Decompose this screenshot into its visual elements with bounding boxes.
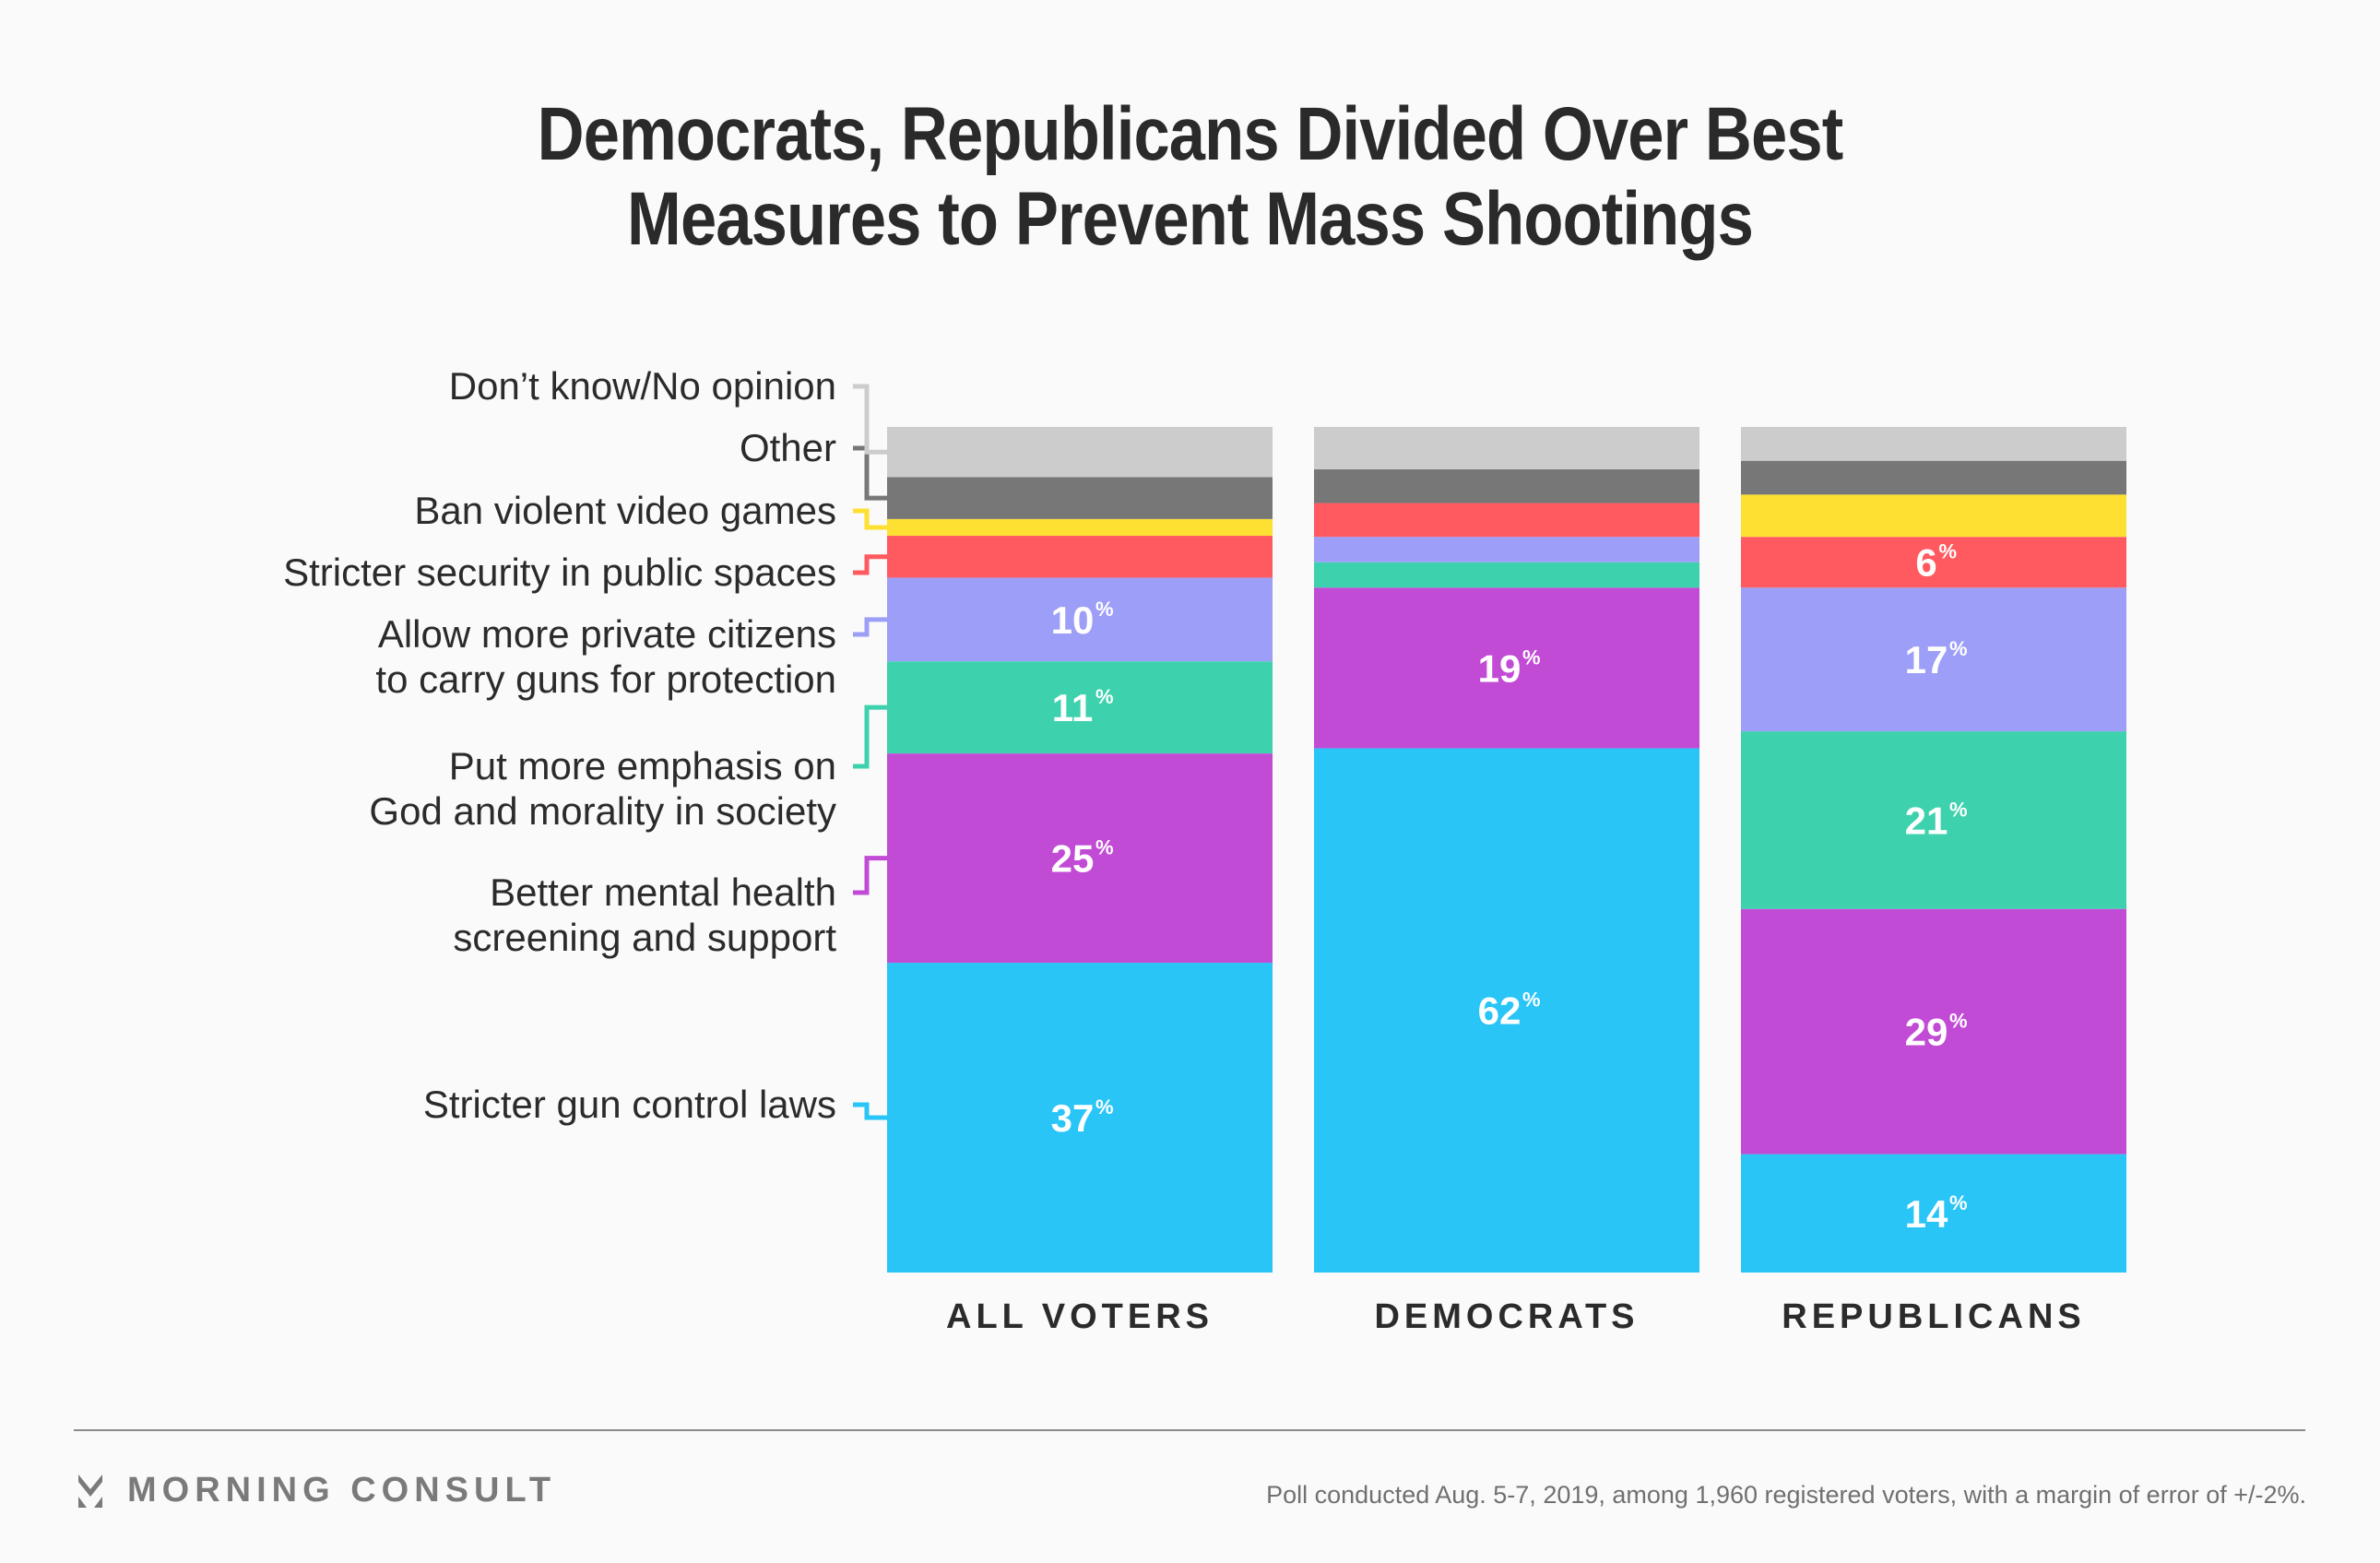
bar-segment	[887, 753, 1273, 964]
legend-connector	[853, 705, 887, 769]
data-label-percent-sign: %	[1095, 598, 1114, 621]
data-label: 19	[1478, 646, 1522, 690]
bar-segment	[887, 577, 1273, 662]
legend-label: Stricter gun control laws	[423, 1083, 836, 1126]
brand-name: MORNING CONSULT	[127, 1471, 557, 1510]
brand-logo: MORNING CONSULT	[74, 1471, 556, 1510]
legend-connector	[853, 1102, 887, 1120]
legend-connector	[853, 445, 887, 501]
data-label: 10	[1051, 598, 1095, 642]
data-label: 62	[1478, 989, 1522, 1033]
legend-label: Allow more private citizens	[378, 612, 836, 656]
bar-segment	[1741, 731, 2126, 909]
bar-segment	[1741, 494, 2126, 538]
data-label-percent-sign: %	[1522, 989, 1541, 1012]
legend-connector	[853, 508, 887, 530]
bar-segment	[887, 536, 1273, 578]
bar-segment	[887, 477, 1273, 519]
category-label: REPUBLICANS	[1782, 1297, 2085, 1336]
data-label: 17	[1905, 638, 1948, 681]
bar-segment	[1741, 1154, 2126, 1273]
legend-connector	[853, 554, 887, 575]
data-label: 6	[1915, 541, 1936, 585]
legend-connector	[853, 856, 887, 895]
data-label-percent-sign: %	[1949, 1191, 1968, 1214]
poll-methodology-note: Poll conducted Aug. 5-7, 2019, among 1,9…	[1266, 1481, 2306, 1509]
bar-segment	[1741, 460, 2126, 495]
chart-title: Democrats, Republicans Divided Over Best…	[167, 92, 2214, 262]
data-label: 25	[1051, 837, 1095, 881]
data-label: 21	[1905, 799, 1948, 842]
category-label: DEMOCRATS	[1374, 1297, 1639, 1336]
legend-label: Put more emphasis on	[449, 744, 836, 787]
bar-segment	[887, 661, 1273, 754]
data-label-percent-sign: %	[1949, 798, 1968, 821]
data-label-percent-sign: %	[1522, 645, 1541, 669]
legend-label: to carry guns for protection	[375, 657, 836, 701]
data-label-percent-sign: %	[1095, 685, 1114, 708]
chart-title-line-2: Measures to Prevent Mass Shootings	[627, 177, 1754, 261]
bar-segment	[887, 427, 1273, 478]
chart-title-line-1: Democrats, Republicans Divided Over Best	[537, 92, 1844, 176]
bar-segment	[1741, 908, 2126, 1154]
data-label-percent-sign: %	[1939, 540, 1958, 563]
legend-connector	[853, 384, 887, 455]
bar-segment	[1314, 537, 1699, 562]
legend-label: Ban violent video games	[414, 489, 836, 532]
bar-segment	[1314, 748, 1699, 1273]
data-label-percent-sign: %	[1949, 1010, 1968, 1033]
legend-label: God and morality in society	[369, 789, 836, 833]
legend-label: Other	[740, 426, 836, 469]
bar-segment	[1314, 427, 1699, 469]
footer-divider	[74, 1429, 2305, 1431]
legend-label: screening and support	[453, 916, 836, 959]
data-label-percent-sign: %	[1095, 836, 1114, 859]
data-label-percent-sign: %	[1095, 1095, 1114, 1119]
bar-segment	[1741, 427, 2126, 461]
category-label: ALL VOTERS	[946, 1297, 1214, 1336]
bar-segment	[1741, 537, 2126, 588]
bar-segment	[1741, 587, 2126, 732]
bar-segment	[887, 518, 1273, 537]
bar-segment	[1314, 503, 1699, 538]
morning-consult-chevron-icon	[78, 1474, 102, 1508]
data-label-percent-sign: %	[1949, 637, 1968, 660]
legend-label: Stricter security in public spaces	[283, 551, 836, 594]
bar-segment	[1314, 587, 1699, 749]
data-label: 29	[1905, 1011, 1948, 1054]
bar-segment	[887, 963, 1273, 1273]
bar-segment	[1314, 468, 1699, 503]
legend-connector	[853, 617, 887, 637]
data-label: 14	[1905, 1192, 1948, 1236]
data-label: 37	[1051, 1096, 1095, 1140]
data-label: 11	[1052, 686, 1093, 729]
legend-label: Don’t know/No opinion	[449, 364, 836, 408]
bar-segment	[1314, 562, 1699, 588]
legend-label: Better mental health	[490, 870, 836, 914]
